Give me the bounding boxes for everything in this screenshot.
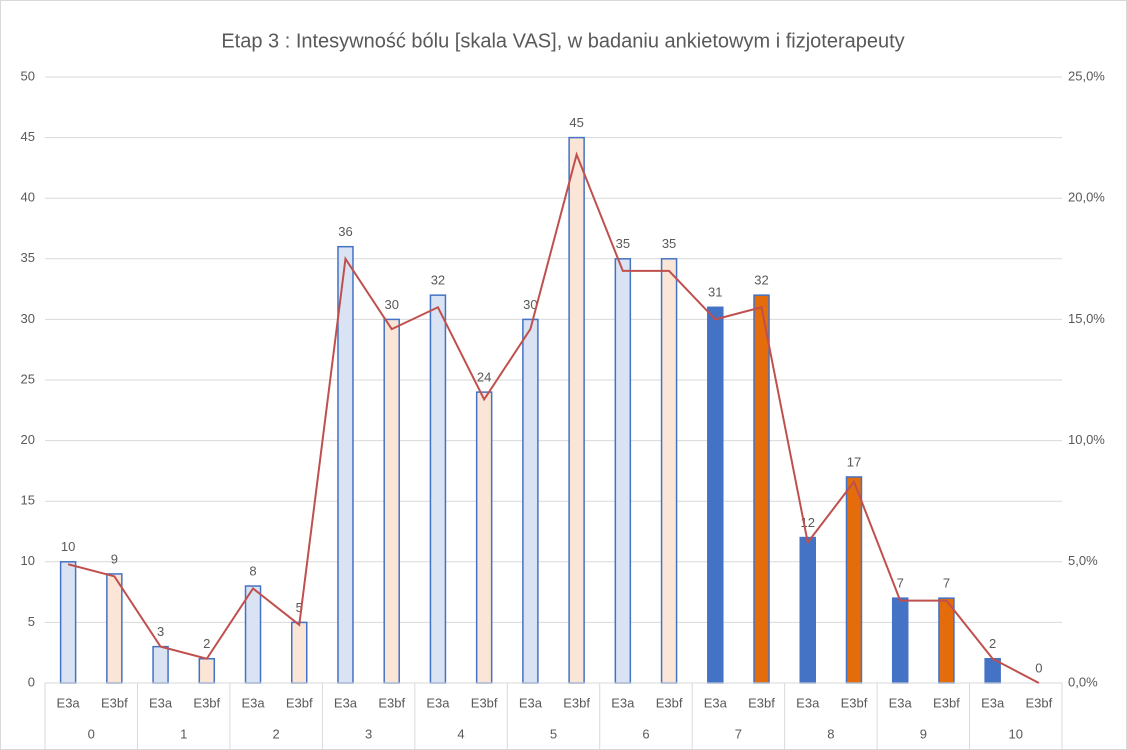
x-tick-label: E3a <box>57 695 81 710</box>
data-label: 24 <box>477 370 491 385</box>
x-tick-label: E3bf <box>286 695 313 710</box>
chart-title: Etap 3 : Intesywność bólu [skala VAS], w… <box>221 30 904 52</box>
data-label: 0 <box>1035 660 1042 675</box>
bar <box>938 597 955 684</box>
y-tick-label: 40 <box>21 190 35 205</box>
y-tick-label: 50 <box>21 68 35 83</box>
x-tick-label: E3bf <box>656 695 683 710</box>
data-label: 32 <box>431 273 445 288</box>
data-label: 2 <box>203 636 210 651</box>
group-label: 1 <box>180 726 187 741</box>
x-tick-label: E3bf <box>471 695 498 710</box>
line <box>67 151 1040 684</box>
x-tick-label: E3bf <box>563 695 590 710</box>
y-tick-label: 20 <box>21 432 35 447</box>
x-tick-label: E3bf <box>1026 695 1053 710</box>
data-label: 30 <box>384 297 398 312</box>
data-label: 7 <box>897 576 904 591</box>
y2-tick-label: 5,0% <box>1068 553 1098 568</box>
y-tick-label: 30 <box>21 311 35 326</box>
bar <box>198 658 216 684</box>
group-label: 6 <box>642 726 649 741</box>
x-tick-label: E3a <box>704 695 728 710</box>
y-tick-label: 10 <box>21 553 35 568</box>
y-tick-label: 45 <box>21 129 35 144</box>
bar <box>707 306 724 684</box>
x-tick-label: E3a <box>611 695 635 710</box>
y2-tick-label: 10,0% <box>1068 432 1105 447</box>
x-tick-label: E3bf <box>101 695 128 710</box>
bar <box>891 597 909 684</box>
x-tick-label: E3a <box>796 695 820 710</box>
x-tick-label: E3a <box>334 695 358 710</box>
data-label: 32 <box>754 273 768 288</box>
group-label: 2 <box>273 726 280 741</box>
bar <box>383 318 400 684</box>
bar <box>568 136 585 684</box>
bar <box>152 645 169 684</box>
bar <box>845 476 863 684</box>
data-label: 5 <box>296 600 303 615</box>
y-tick-label: 15 <box>21 493 35 508</box>
group-label: 4 <box>457 726 464 741</box>
bar <box>429 294 447 684</box>
data-label: 2 <box>989 636 996 651</box>
data-label: 45 <box>569 115 583 130</box>
data-label: 8 <box>249 563 256 578</box>
group-label: 5 <box>550 726 557 741</box>
data-label: 31 <box>708 285 722 300</box>
group-label: 0 <box>88 726 95 741</box>
data-label: 30 <box>523 297 537 312</box>
bar <box>337 245 354 684</box>
x-tick-label: E3a <box>889 695 913 710</box>
x-tick-label: E3bf <box>748 695 775 710</box>
bar <box>106 573 123 684</box>
x-tick-label: E3a <box>149 695 173 710</box>
bar <box>660 258 678 684</box>
bar <box>475 391 493 684</box>
bar <box>59 561 77 684</box>
data-label: 17 <box>847 454 861 469</box>
data-label: 3 <box>157 624 164 639</box>
group-label: 9 <box>920 726 927 741</box>
bar <box>291 621 308 684</box>
data-label: 36 <box>338 224 352 239</box>
y2-tick-label: 15,0% <box>1068 311 1105 326</box>
x-tick-label: E3a <box>241 695 265 710</box>
data-label: 35 <box>616 236 630 251</box>
y-tick-label: 5 <box>28 614 35 629</box>
bar <box>614 258 632 684</box>
x-tick-label: E3a <box>981 695 1005 710</box>
group-label: 3 <box>365 726 372 741</box>
x-tick-label: E3a <box>426 695 450 710</box>
x-tick-label: E3bf <box>933 695 960 710</box>
y2-tick-label: 25,0% <box>1068 68 1105 83</box>
bar <box>522 318 539 684</box>
x-tick-label: E3bf <box>378 695 405 710</box>
y2-tick-label: 0,0% <box>1068 674 1098 689</box>
x-tick-label: E3bf <box>193 695 220 710</box>
y-tick-label: 0 <box>28 674 35 689</box>
bar <box>799 536 816 684</box>
data-label: 9 <box>111 551 118 566</box>
x-tick-label: E3bf <box>841 695 868 710</box>
x-tick-label: E3a <box>519 695 543 710</box>
data-label: 35 <box>662 236 676 251</box>
data-label: 10 <box>61 539 75 554</box>
group-label: 7 <box>735 726 742 741</box>
group-label: 10 <box>1009 726 1023 741</box>
bar <box>244 585 262 684</box>
y2-tick-label: 20,0% <box>1068 190 1105 205</box>
bar <box>753 294 770 684</box>
data-label: 7 <box>943 576 950 591</box>
y-tick-label: 35 <box>21 250 35 265</box>
group-label: 8 <box>827 726 834 741</box>
y-tick-label: 25 <box>21 371 35 386</box>
